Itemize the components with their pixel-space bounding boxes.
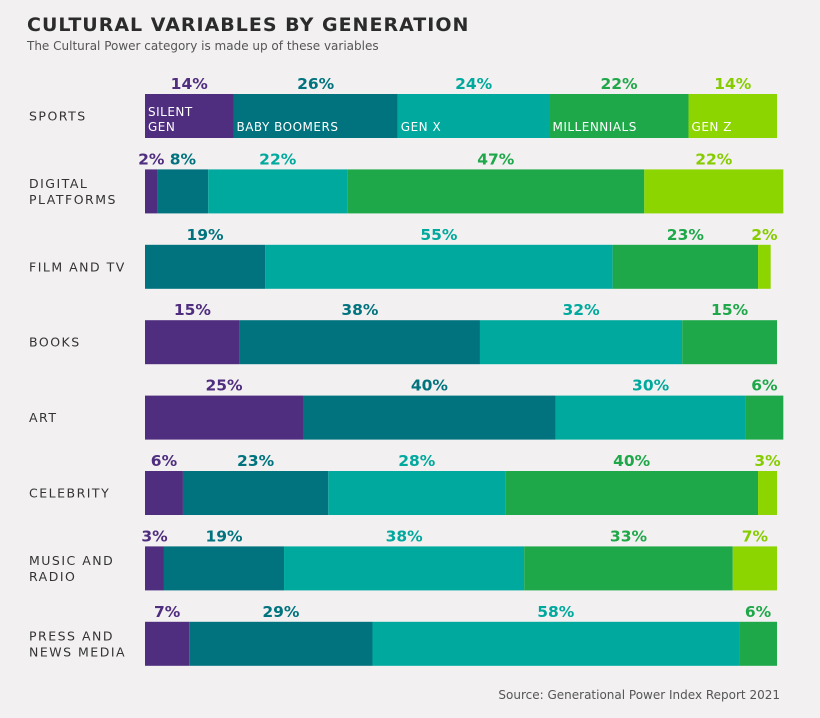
bar-segment — [163, 546, 285, 591]
bar-segment — [284, 546, 525, 591]
bar-segment — [555, 395, 746, 440]
value-label: 2% — [751, 226, 778, 244]
value-label: 38% — [386, 527, 424, 545]
bar-segment — [145, 621, 190, 666]
bar-segment — [347, 169, 645, 214]
bar-segment — [145, 395, 303, 440]
bar-segment — [479, 320, 683, 365]
bar-segment — [328, 471, 506, 515]
bar-segment — [739, 621, 777, 666]
bar-segment — [397, 94, 550, 138]
value-label: 22% — [695, 150, 733, 168]
legend-label: MILLENNIALS — [552, 120, 636, 134]
category-label: FILM AND TV — [29, 259, 126, 274]
value-label: 32% — [563, 301, 601, 319]
value-label: 7% — [154, 603, 181, 621]
value-label: 40% — [613, 452, 651, 470]
bar-segment — [524, 546, 733, 591]
chart-source: Source: Generational Power Index Report … — [498, 688, 780, 702]
value-label: 6% — [151, 452, 178, 470]
category-label: ART — [29, 410, 57, 425]
value-label: 14% — [171, 75, 209, 93]
value-label: 24% — [455, 75, 493, 93]
category-label: DIGITAL PLATFORMS — [29, 176, 117, 207]
value-label: 2% — [138, 150, 165, 168]
bar-segment — [732, 546, 777, 591]
category-label: MUSIC AND RADIO — [29, 553, 114, 584]
bar-segment — [145, 169, 158, 214]
value-label: 26% — [297, 75, 335, 93]
value-label: 28% — [398, 452, 436, 470]
bar-segment — [239, 320, 480, 365]
value-label: 3% — [754, 452, 781, 470]
value-label: 38% — [341, 301, 379, 319]
legend-label: GEN Z — [692, 120, 732, 134]
bar-segment — [682, 320, 777, 365]
bar-segment — [189, 621, 373, 666]
legend-label: SILENT GEN — [148, 105, 193, 134]
bar-segment — [145, 320, 240, 365]
legend-label: BABY BOOMERS — [236, 120, 338, 134]
bar-segment — [372, 621, 740, 666]
value-label: 33% — [610, 527, 648, 545]
bar-segment — [145, 546, 164, 591]
bar-segment — [145, 94, 234, 138]
bar-segment — [758, 471, 777, 515]
value-label: 29% — [262, 603, 300, 621]
value-label: 14% — [714, 75, 752, 93]
bar-segment — [182, 471, 329, 515]
value-label: 23% — [667, 226, 705, 244]
category-label: BOOKS — [29, 335, 81, 350]
value-label: 22% — [600, 75, 638, 93]
value-label: 8% — [170, 150, 197, 168]
value-label: 6% — [745, 603, 772, 621]
value-label: 6% — [751, 377, 778, 395]
value-label: 40% — [411, 377, 449, 395]
value-label: 3% — [141, 527, 168, 545]
category-label: CELEBRITY — [29, 486, 110, 501]
bar-segment — [644, 169, 784, 214]
bar-segment — [145, 471, 183, 515]
value-label: 15% — [174, 301, 212, 319]
value-label: 23% — [237, 452, 275, 470]
bar-segment — [145, 244, 266, 289]
value-label: 58% — [537, 603, 575, 621]
bar-segment — [157, 169, 209, 214]
value-label: 22% — [259, 150, 297, 168]
category-label: PRESS AND NEWS MEDIA — [29, 628, 126, 659]
bar-segment — [208, 169, 348, 214]
value-label: 7% — [742, 527, 769, 545]
chart-title: CULTURAL VARIABLES BY GENERATION — [27, 14, 470, 36]
value-label: 15% — [711, 301, 749, 319]
bar-segment — [233, 94, 398, 138]
legend-label: GEN X — [401, 120, 441, 134]
category-label: SPORTS — [29, 109, 87, 124]
bar-segment — [265, 244, 613, 289]
bar-segment — [745, 395, 784, 440]
value-label: 25% — [205, 377, 243, 395]
value-label: 30% — [632, 377, 670, 395]
chart-subtitle: The Cultural Power category is made up o… — [27, 39, 379, 53]
bar-segment — [549, 94, 689, 138]
value-label: 47% — [477, 150, 515, 168]
bar-segment — [688, 94, 777, 138]
value-label: 19% — [205, 527, 243, 545]
bar-segment — [612, 244, 759, 289]
value-label: 19% — [186, 226, 224, 244]
bar-segment — [505, 471, 759, 515]
value-label: 55% — [420, 226, 458, 244]
bar-segment — [303, 395, 556, 440]
bar-segment — [758, 244, 771, 289]
